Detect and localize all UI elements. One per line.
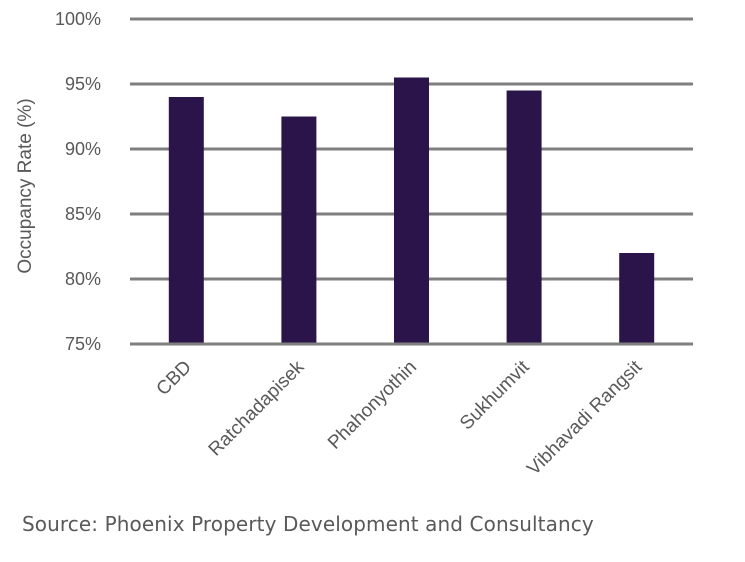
bar-sukhumvit (506, 90, 542, 343)
bar-phahonyothin (394, 77, 429, 343)
x-tick-label: Ratchadapisek (205, 356, 309, 460)
bar-ratchadapisek (281, 116, 317, 343)
occupancy-bar-chart: 75% 80% 85% 90% 95% 100% CBD Ratchadapisek Phah… (15, 9, 693, 480)
y-tick-label: 80% (65, 269, 101, 289)
x-tick-label: CBD (153, 357, 196, 400)
y-axis-label: Occupancy Rate (%) (15, 98, 36, 273)
y-tick-label: 100% (55, 9, 101, 29)
y-tick-label: 90% (65, 139, 101, 159)
bar-vibhavadi-rangsit (619, 253, 655, 343)
x-tick-labels: CBD Ratchadapisek Phahonyothin SukhumvitVib… (153, 356, 647, 479)
bars (168, 77, 655, 343)
x-tick-label: Sukhumvit (456, 356, 534, 434)
x-tick-label: Phahonyothin (324, 357, 421, 454)
y-tick-label: 75% (65, 334, 101, 354)
bar-cbd (168, 97, 204, 343)
x-tick-label: Vibhavadi Rangsit (523, 356, 646, 479)
y-tick-label: 95% (65, 74, 101, 94)
y-tick-labels: 75% 80% 85% 90% 95% 100% (55, 9, 101, 354)
source-note: Source: Phoenix Property Development and… (22, 512, 594, 536)
y-tick-label: 85% (65, 204, 101, 224)
